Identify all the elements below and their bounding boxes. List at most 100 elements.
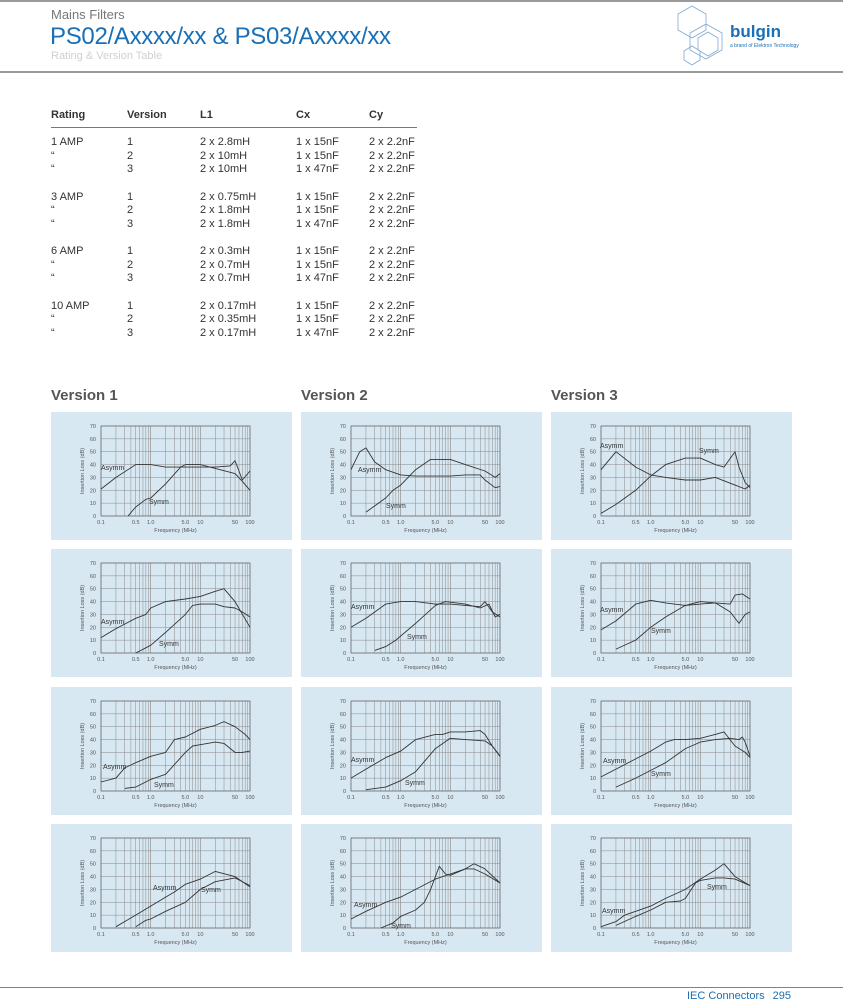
series-line-symm — [615, 736, 751, 788]
y-tick-label: 50 — [340, 725, 346, 731]
x-tick-label: 10 — [197, 520, 203, 526]
footer-section: IEC Connectors — [686, 990, 765, 1000]
y-tick-label: 40 — [90, 738, 96, 744]
y-tick-label: 60 — [90, 574, 96, 580]
y-axis-label: Insertion Loss (dB) — [330, 860, 336, 906]
x-tick-label: 100 — [245, 657, 254, 663]
x-tick-label: 10 — [697, 932, 703, 938]
table-cell: 2 — [127, 204, 134, 216]
table-cell: 2 x 2.2nF — [369, 149, 415, 162]
x-tick-label: 50 — [482, 795, 488, 801]
x-tick-label: 0.1 — [347, 657, 355, 663]
table-cell: 2 x 1.8mH — [200, 217, 251, 230]
table-cell: 1 x 15nF — [296, 258, 339, 271]
series-label-symm: Symm — [405, 780, 425, 787]
table-cell: “ — [51, 258, 55, 271]
x-tick-label: 1.0 — [647, 795, 655, 801]
x-tick-label: 0.5 — [632, 932, 640, 938]
insertion-loss-chart: 0 10 20 30 40 50 60 70 0.1 0.5 1.0 5.0 10 50 100 Freque… — [551, 824, 792, 952]
insertion-loss-chart: 0 10 20 30 40 50 60 70 0.1 0.5 1.0 5.0 10 50 100 Freque… — [551, 687, 792, 815]
x-tick-label: 0.1 — [597, 932, 605, 938]
chart-svg: 0 10 20 30 40 50 60 70 0.1 0.5 1.0 5.0 10 50 100 Freque… — [330, 836, 505, 946]
y-axis-label: Insertion Loss (dB) — [80, 585, 86, 631]
x-tick-label: 0.1 — [347, 795, 355, 801]
x-tick-label: 10 — [197, 657, 203, 663]
plot-frame — [350, 700, 501, 792]
grid — [100, 425, 251, 517]
chart-svg: 0 10 20 30 40 50 60 70 0.1 0.5 1.0 5.0 10 50 100 Freque… — [330, 424, 505, 534]
insertion-loss-chart: 0 10 20 30 40 50 60 70 0.1 0.5 1.0 5.0 10 50 100 Freque… — [301, 412, 542, 540]
y-tick-label: 10 — [340, 638, 346, 644]
series-label-asymm: Asymm — [354, 902, 378, 909]
table-cell: 2 x 2.2nF — [369, 136, 415, 148]
table-row: “ 3 2 x 0.17mH 1 x 47nF 2 x 2.2nF — [51, 327, 417, 341]
x-tick-label: 0.1 — [597, 657, 605, 663]
table-cell: 1 — [127, 190, 134, 203]
table-cell: 1 x 15nF — [296, 299, 339, 312]
y-axis-label: Insertion Loss (dB) — [80, 860, 86, 906]
series-line-symm — [374, 601, 501, 651]
x-tick-label: 0.1 — [347, 932, 355, 938]
x-tick-label: 5.0 — [432, 657, 440, 663]
grid — [600, 837, 751, 929]
grid — [350, 837, 501, 929]
x-tick-label: 5.0 — [682, 657, 690, 663]
x-tick-label: 10 — [197, 795, 203, 801]
y-tick-label: 60 — [590, 437, 596, 443]
series-label-symm: Symm — [391, 923, 411, 930]
y-tick-label: 30 — [590, 612, 596, 618]
y-tick-label: 10 — [340, 501, 346, 507]
y-tick-label: 50 — [90, 587, 96, 593]
x-tick-label: 10 — [447, 932, 453, 938]
col-l1: L1 — [200, 109, 296, 128]
series-line-asymm — [100, 721, 251, 783]
series-line-symm — [135, 877, 251, 928]
y-tick-label: 20 — [90, 488, 96, 494]
table-cell: 1 x 15nF — [296, 245, 339, 257]
x-tick-label: 0.5 — [132, 932, 140, 938]
x-tick-label: 10 — [697, 795, 703, 801]
x-axis-label: Frequency (MHz) — [154, 803, 197, 809]
y-tick-label: 60 — [90, 849, 96, 855]
y-tick-label: 40 — [590, 738, 596, 744]
insertion-loss-chart: 0 10 20 30 40 50 60 70 0.1 0.5 1.0 5.0 10 50 100 Freque… — [301, 824, 542, 952]
series-label-asymm: Asymm — [358, 467, 382, 474]
y-axis-label: Insertion Loss (dB) — [330, 585, 336, 631]
y-tick-label: 20 — [590, 488, 596, 494]
series-line-asymm — [600, 451, 751, 490]
x-tick-label: 50 — [232, 657, 238, 663]
version-1-heading: Version 1 — [51, 387, 118, 404]
chart-svg: 0 10 20 30 40 50 60 70 0.1 0.5 1.0 5.0 10 50 100 Freque… — [330, 561, 505, 671]
y-tick-label: 40 — [90, 875, 96, 881]
y-tick-label: 30 — [90, 612, 96, 618]
series-label-symm: Symm — [149, 499, 169, 506]
table-cell: 2 — [127, 149, 134, 162]
table-cell: 2 x 2.2nF — [369, 163, 415, 175]
x-tick-label: 0.5 — [132, 520, 140, 526]
y-tick-label: 70 — [340, 424, 346, 430]
series-label-asymm: Asymm — [351, 757, 375, 764]
table-cell: 2 x 0.7mH — [200, 272, 251, 284]
plot-frame — [600, 562, 751, 654]
grid — [100, 837, 251, 929]
series-label-asymm: Asymm — [603, 758, 627, 765]
x-axis-label: Frequency (MHz) — [404, 665, 447, 671]
x-tick-label: 0.1 — [97, 932, 105, 938]
table-cell: 2 x 0.75mH — [200, 190, 257, 203]
table-cell: 2 — [127, 313, 134, 325]
x-tick-label: 1.0 — [647, 520, 655, 526]
table-cell: “ — [51, 163, 55, 175]
table-row: “ 3 2 x 0.7mH 1 x 47nF 2 x 2.2nF — [51, 272, 417, 286]
x-tick-label: 100 — [495, 932, 504, 938]
y-tick-label: 0 — [93, 926, 96, 932]
table-cell: 3 — [127, 163, 134, 175]
chart-svg: 0 10 20 30 40 50 60 70 0.1 0.5 1.0 5.0 10 50 100 Freque… — [580, 561, 755, 671]
table-cell: 2 x 10mH — [200, 163, 248, 175]
series-label-symm: Symm — [699, 448, 719, 455]
y-tick-label: 30 — [340, 750, 346, 756]
y-tick-label: 30 — [90, 475, 96, 481]
y-tick-label: 20 — [590, 900, 596, 906]
x-axis-label: Frequency (MHz) — [404, 803, 447, 809]
y-tick-label: 20 — [340, 763, 346, 769]
col-version: Version — [127, 109, 200, 128]
